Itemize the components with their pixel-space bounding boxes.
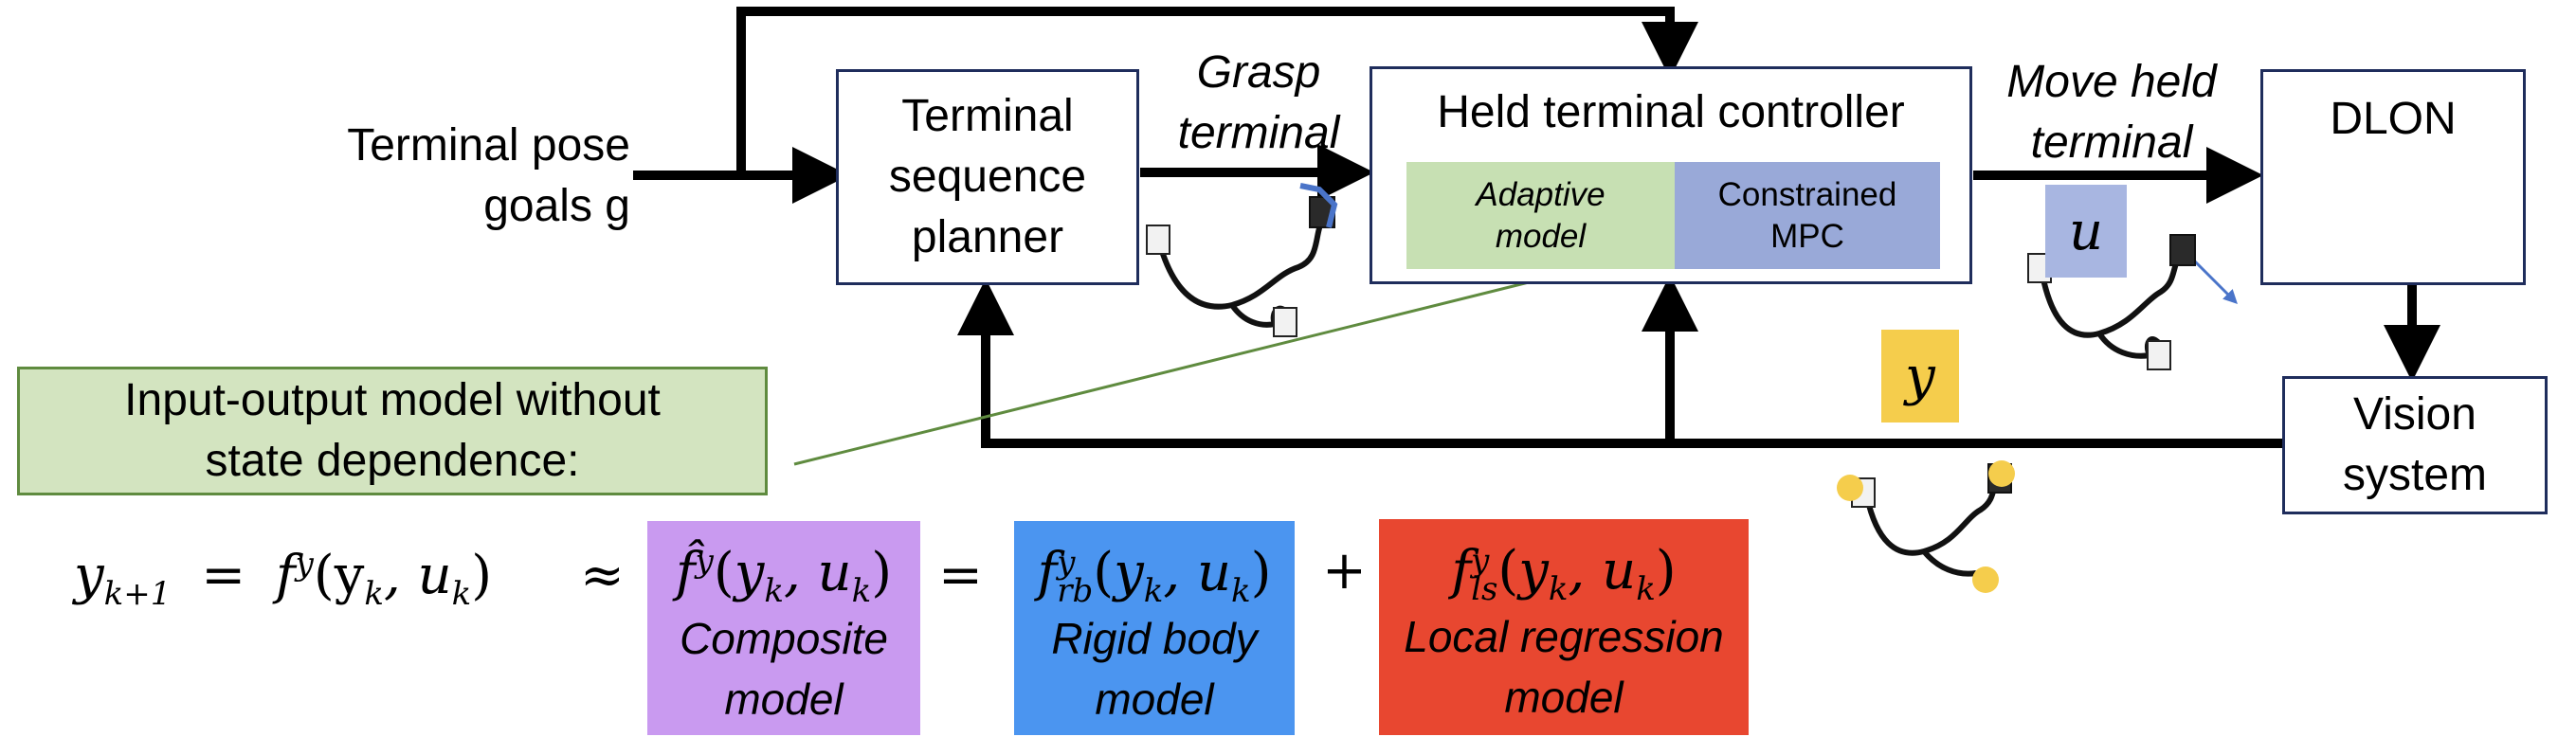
eq-approx: ≈ [580, 545, 625, 606]
rigid-sup: y [1057, 543, 1076, 582]
local-caption: Local regression model [1404, 612, 1724, 722]
controller-title: Held terminal controller [1437, 87, 1905, 137]
rigid-f: f [1037, 542, 1058, 603]
rigid-caption: Rigid body model [1051, 614, 1258, 724]
planner-box: Terminal sequence planner [836, 69, 1139, 285]
eq-args-k1: k [364, 575, 384, 614]
local-regression-model-block: f y ls (yk, uk) Local regression model [1379, 519, 1749, 735]
arrow-goals-to-controller [736, 7, 1698, 175]
dlon-label: DLON [2330, 94, 2457, 144]
u-symbol-badge: u [2045, 185, 2127, 278]
composite-f: f̂ [675, 542, 696, 603]
composite-caption: Composite model [680, 614, 888, 724]
eq-equals-2: = [938, 545, 983, 606]
edge-label-move: Move held terminal [2006, 57, 2217, 168]
eq-args-open: (y [313, 545, 365, 606]
cable-illustration-vision [1837, 460, 2015, 593]
vision-box: Vision system [2282, 376, 2548, 514]
cable-illustration-grasp [1146, 183, 1338, 337]
leader-line-adaptive-note [793, 278, 1541, 466]
eq-equals-1: = [201, 545, 246, 606]
composite-model-block: f̂y(yk, uk) Composite model [647, 521, 920, 735]
planner-label: Terminal sequence planner [888, 91, 1087, 262]
dlon-box: DLON [2260, 69, 2526, 285]
eq-f: f [275, 545, 296, 606]
local-sub: ls [1471, 569, 1498, 608]
local-sup: y [1471, 541, 1490, 580]
rigid-sub: rb [1057, 571, 1094, 610]
eq-y: y [74, 545, 104, 606]
eq-args-k2: k [451, 575, 472, 614]
eq-args-mid: , u [383, 545, 452, 606]
controller-box: Held terminal controller Adaptive model … [1370, 66, 1972, 284]
local-f: f [1451, 540, 1472, 602]
rigid-body-model-block: f y rb (yk, uk) Rigid body model [1014, 521, 1295, 735]
constrained-mpc-block: Constrained MPC [1675, 162, 1940, 269]
vision-label: Vision system [2342, 389, 2487, 500]
eq-y-sub: k+1 [103, 575, 172, 614]
local-fn: f y ls (yk, uk) [1451, 540, 1677, 609]
eq-args-close: ) [471, 545, 493, 606]
model-note: Input-output model without state depende… [17, 367, 768, 495]
input-label: Terminal pose goals g [347, 120, 630, 231]
arrow-feedback-to-planner [957, 278, 2282, 448]
rigid-fn: f y rb (yk, uk) [1037, 542, 1272, 611]
edge-label-grasp: Grasp terminal [1177, 47, 1340, 158]
eq-f-sup: y [295, 545, 314, 584]
eq-plus: + [1322, 540, 1367, 602]
composite-fn: f̂y(yk, uk) [675, 542, 893, 611]
composite-sup: y [695, 542, 714, 581]
equation-lhs: yk+1 = fy(yk, uk) [74, 545, 492, 613]
adaptive-model-block: Adaptive model [1406, 162, 1675, 269]
y-symbol-badge: y [1881, 330, 1959, 422]
